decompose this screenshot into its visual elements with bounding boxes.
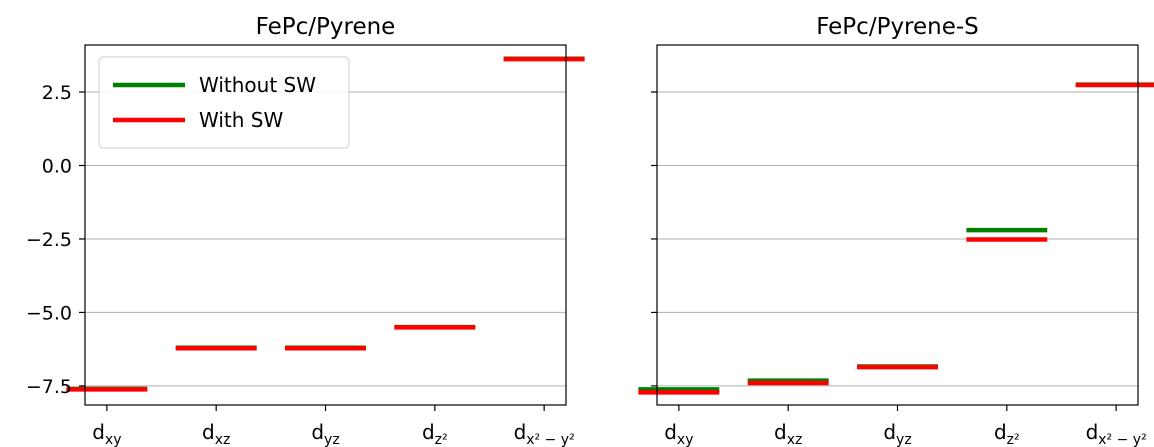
legend: Without SW With SW — [98, 56, 350, 149]
x-tick-label: dx² − y² — [514, 420, 575, 447]
y-tick-label: −2.5 — [26, 229, 72, 251]
legend-label: With SW — [199, 108, 283, 132]
y-tick-label: −5.0 — [26, 302, 72, 324]
axes-frame — [656, 44, 1139, 406]
x-tick-label: dyz — [883, 420, 911, 447]
x-tick-label: dz² — [422, 420, 448, 447]
y-tick-label: 2.5 — [42, 82, 72, 104]
panel-title: FePc/Pyrene — [256, 14, 396, 40]
x-tick-label: dxz — [202, 420, 230, 447]
panel-fepc-pyrene: FePc/Pyrene −7.5 −5.0 −2.5 0.0 2.5 dxy dxz dyz d… — [26, 14, 585, 447]
y-tick-label: −7.5 — [26, 376, 72, 398]
panel-title: FePc/Pyrene-S — [816, 14, 979, 40]
x-tick-label: dxy — [92, 420, 121, 447]
x-tick-label: dyz — [311, 420, 339, 447]
legend-box — [98, 56, 350, 149]
panel-fepc-pyrene-s: FePc/Pyrene-S dxy dxz dyz dz² dx² − y² — [638, 14, 1154, 447]
y-tick-label: 0.0 — [42, 155, 72, 177]
x-tick-label: dxz — [774, 420, 802, 447]
legend-label: Without SW — [199, 73, 316, 97]
x-tick-label: dz² — [994, 420, 1020, 447]
x-tick-label: dxy — [664, 420, 693, 447]
x-tick-label: dx² − y² — [1086, 420, 1147, 447]
